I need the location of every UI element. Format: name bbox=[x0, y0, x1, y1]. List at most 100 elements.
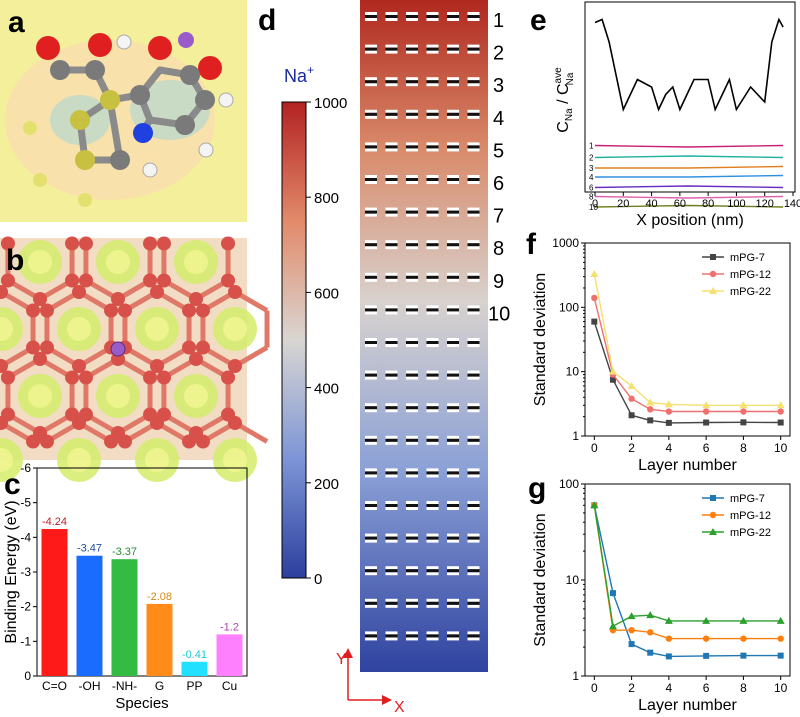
row-label: 10 bbox=[488, 303, 510, 325]
slot bbox=[385, 240, 398, 244]
slot bbox=[385, 468, 398, 472]
data-label: -4.24 bbox=[42, 516, 67, 528]
x-axis-label: Layer number bbox=[638, 697, 737, 714]
colorbar-tick-label: 800 bbox=[314, 190, 339, 207]
lattice-atom bbox=[78, 273, 93, 288]
slot bbox=[467, 246, 480, 250]
x-tick-label: 8 bbox=[740, 441, 747, 455]
slot bbox=[385, 213, 398, 217]
slot bbox=[406, 370, 418, 374]
slot bbox=[365, 50, 377, 54]
slot-divider bbox=[385, 112, 398, 116]
slot-divider bbox=[385, 601, 398, 605]
oxygen-atom bbox=[36, 36, 60, 60]
slot bbox=[447, 83, 459, 87]
marker bbox=[609, 376, 616, 383]
lattice-pore-center bbox=[28, 384, 52, 408]
slot bbox=[385, 207, 398, 211]
slot-divider bbox=[447, 341, 459, 344]
slot bbox=[467, 175, 480, 178]
colorbar-tick-label: 1000 bbox=[314, 95, 347, 112]
lattice-atom bbox=[33, 352, 47, 366]
lattice-atom bbox=[104, 434, 119, 449]
legend-label: mPG-12 bbox=[730, 510, 771, 522]
slot bbox=[365, 240, 377, 244]
slot bbox=[365, 533, 377, 537]
slot-divider bbox=[467, 569, 480, 573]
slot-divider bbox=[406, 504, 418, 507]
slot bbox=[467, 409, 480, 413]
lattice-atom bbox=[150, 285, 164, 299]
slot bbox=[426, 148, 439, 152]
slot-divider bbox=[447, 47, 459, 51]
marker bbox=[628, 626, 635, 634]
oxygen-atom bbox=[88, 33, 112, 57]
row-label: 8 bbox=[493, 238, 504, 260]
marker bbox=[665, 419, 672, 426]
x-tick-label: 80 bbox=[702, 198, 714, 210]
row-label: 7 bbox=[493, 206, 504, 228]
slot bbox=[365, 566, 377, 570]
slot bbox=[467, 148, 480, 152]
chart-f: f 1 10 100 1000 0 2 4 6 8 10 Layer number Standard … bbox=[526, 228, 791, 474]
slot-divider bbox=[467, 47, 480, 51]
concentration-curve bbox=[594, 17, 784, 113]
slot-divider bbox=[385, 145, 398, 149]
data-label: -3.37 bbox=[112, 546, 137, 558]
layer-label: 8 bbox=[589, 193, 594, 202]
marker bbox=[646, 398, 655, 406]
slot bbox=[447, 77, 459, 81]
slot bbox=[385, 631, 398, 635]
slot bbox=[406, 572, 418, 576]
slot bbox=[467, 109, 480, 113]
slot bbox=[385, 344, 398, 347]
slot bbox=[426, 468, 439, 472]
slot bbox=[447, 278, 459, 282]
slot-divider bbox=[365, 243, 377, 247]
slot-divider bbox=[385, 80, 398, 84]
slot-divider bbox=[365, 438, 377, 442]
marker bbox=[710, 254, 716, 260]
row-label: 6 bbox=[493, 173, 504, 195]
marker bbox=[627, 612, 636, 620]
lattice-atom bbox=[117, 303, 132, 318]
slot bbox=[447, 598, 459, 602]
slot-divider bbox=[365, 275, 377, 279]
y-axis-label: Standard deviation bbox=[532, 513, 549, 646]
slot bbox=[406, 311, 418, 315]
slot-divider bbox=[447, 178, 459, 181]
slot bbox=[406, 539, 418, 543]
lattice-pore-center bbox=[145, 448, 169, 472]
layer-curve bbox=[595, 174, 784, 178]
x-tick-label: G bbox=[155, 679, 164, 693]
lattice-atom bbox=[39, 434, 54, 449]
slot bbox=[406, 83, 418, 87]
lattice-pore-center bbox=[67, 448, 91, 472]
slot-divider bbox=[426, 243, 439, 247]
slot bbox=[426, 409, 439, 413]
row-label: 2 bbox=[493, 43, 504, 65]
slot bbox=[406, 501, 418, 504]
plot-frame bbox=[584, 1, 796, 193]
slot-divider bbox=[426, 601, 439, 605]
slot bbox=[426, 77, 439, 81]
series-line bbox=[593, 297, 781, 413]
slot bbox=[447, 44, 459, 48]
arrow-up-icon bbox=[343, 648, 353, 658]
marker bbox=[627, 381, 636, 389]
slot-divider bbox=[447, 210, 459, 214]
lattice-atom bbox=[72, 416, 86, 430]
row-label: 1 bbox=[493, 10, 504, 32]
slot-divider bbox=[385, 569, 398, 573]
panel-label-e: e bbox=[530, 4, 547, 37]
slot bbox=[447, 240, 459, 244]
y-axis-label: Standard deviation bbox=[532, 273, 549, 406]
slot-divider bbox=[406, 569, 418, 573]
slot-divider bbox=[467, 634, 480, 638]
slot bbox=[467, 12, 480, 15]
slot-divider bbox=[385, 275, 398, 279]
slot bbox=[385, 278, 398, 282]
slot-divider bbox=[406, 210, 418, 214]
layer-curve bbox=[594, 185, 784, 189]
x-axis-label: Layer number bbox=[638, 457, 737, 474]
